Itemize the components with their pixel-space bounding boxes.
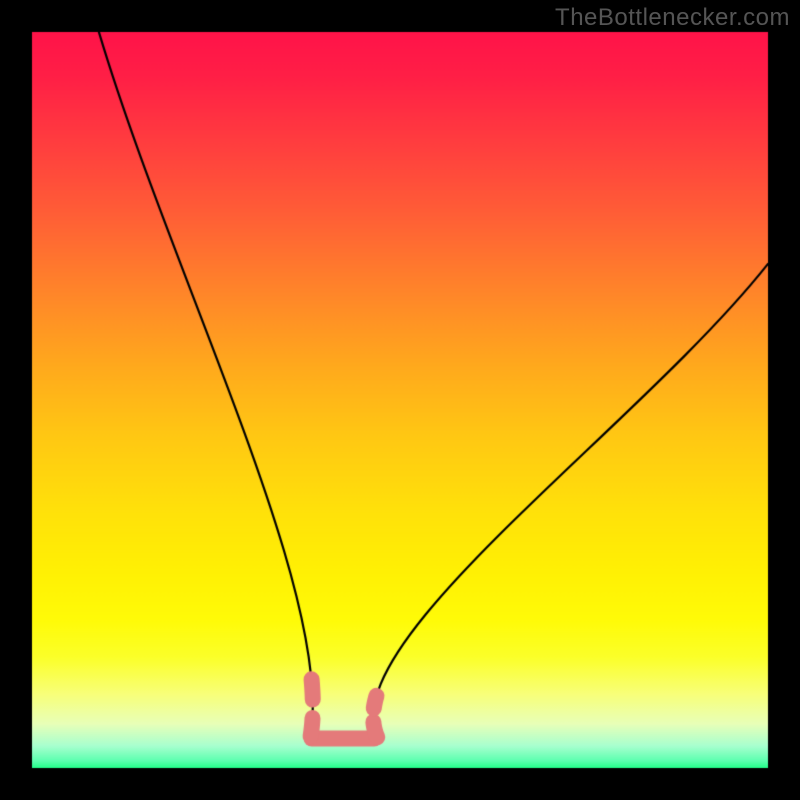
bottleneck-curve-chart bbox=[0, 0, 800, 800]
chart-stage: TheBottlenecker.com bbox=[0, 0, 800, 800]
